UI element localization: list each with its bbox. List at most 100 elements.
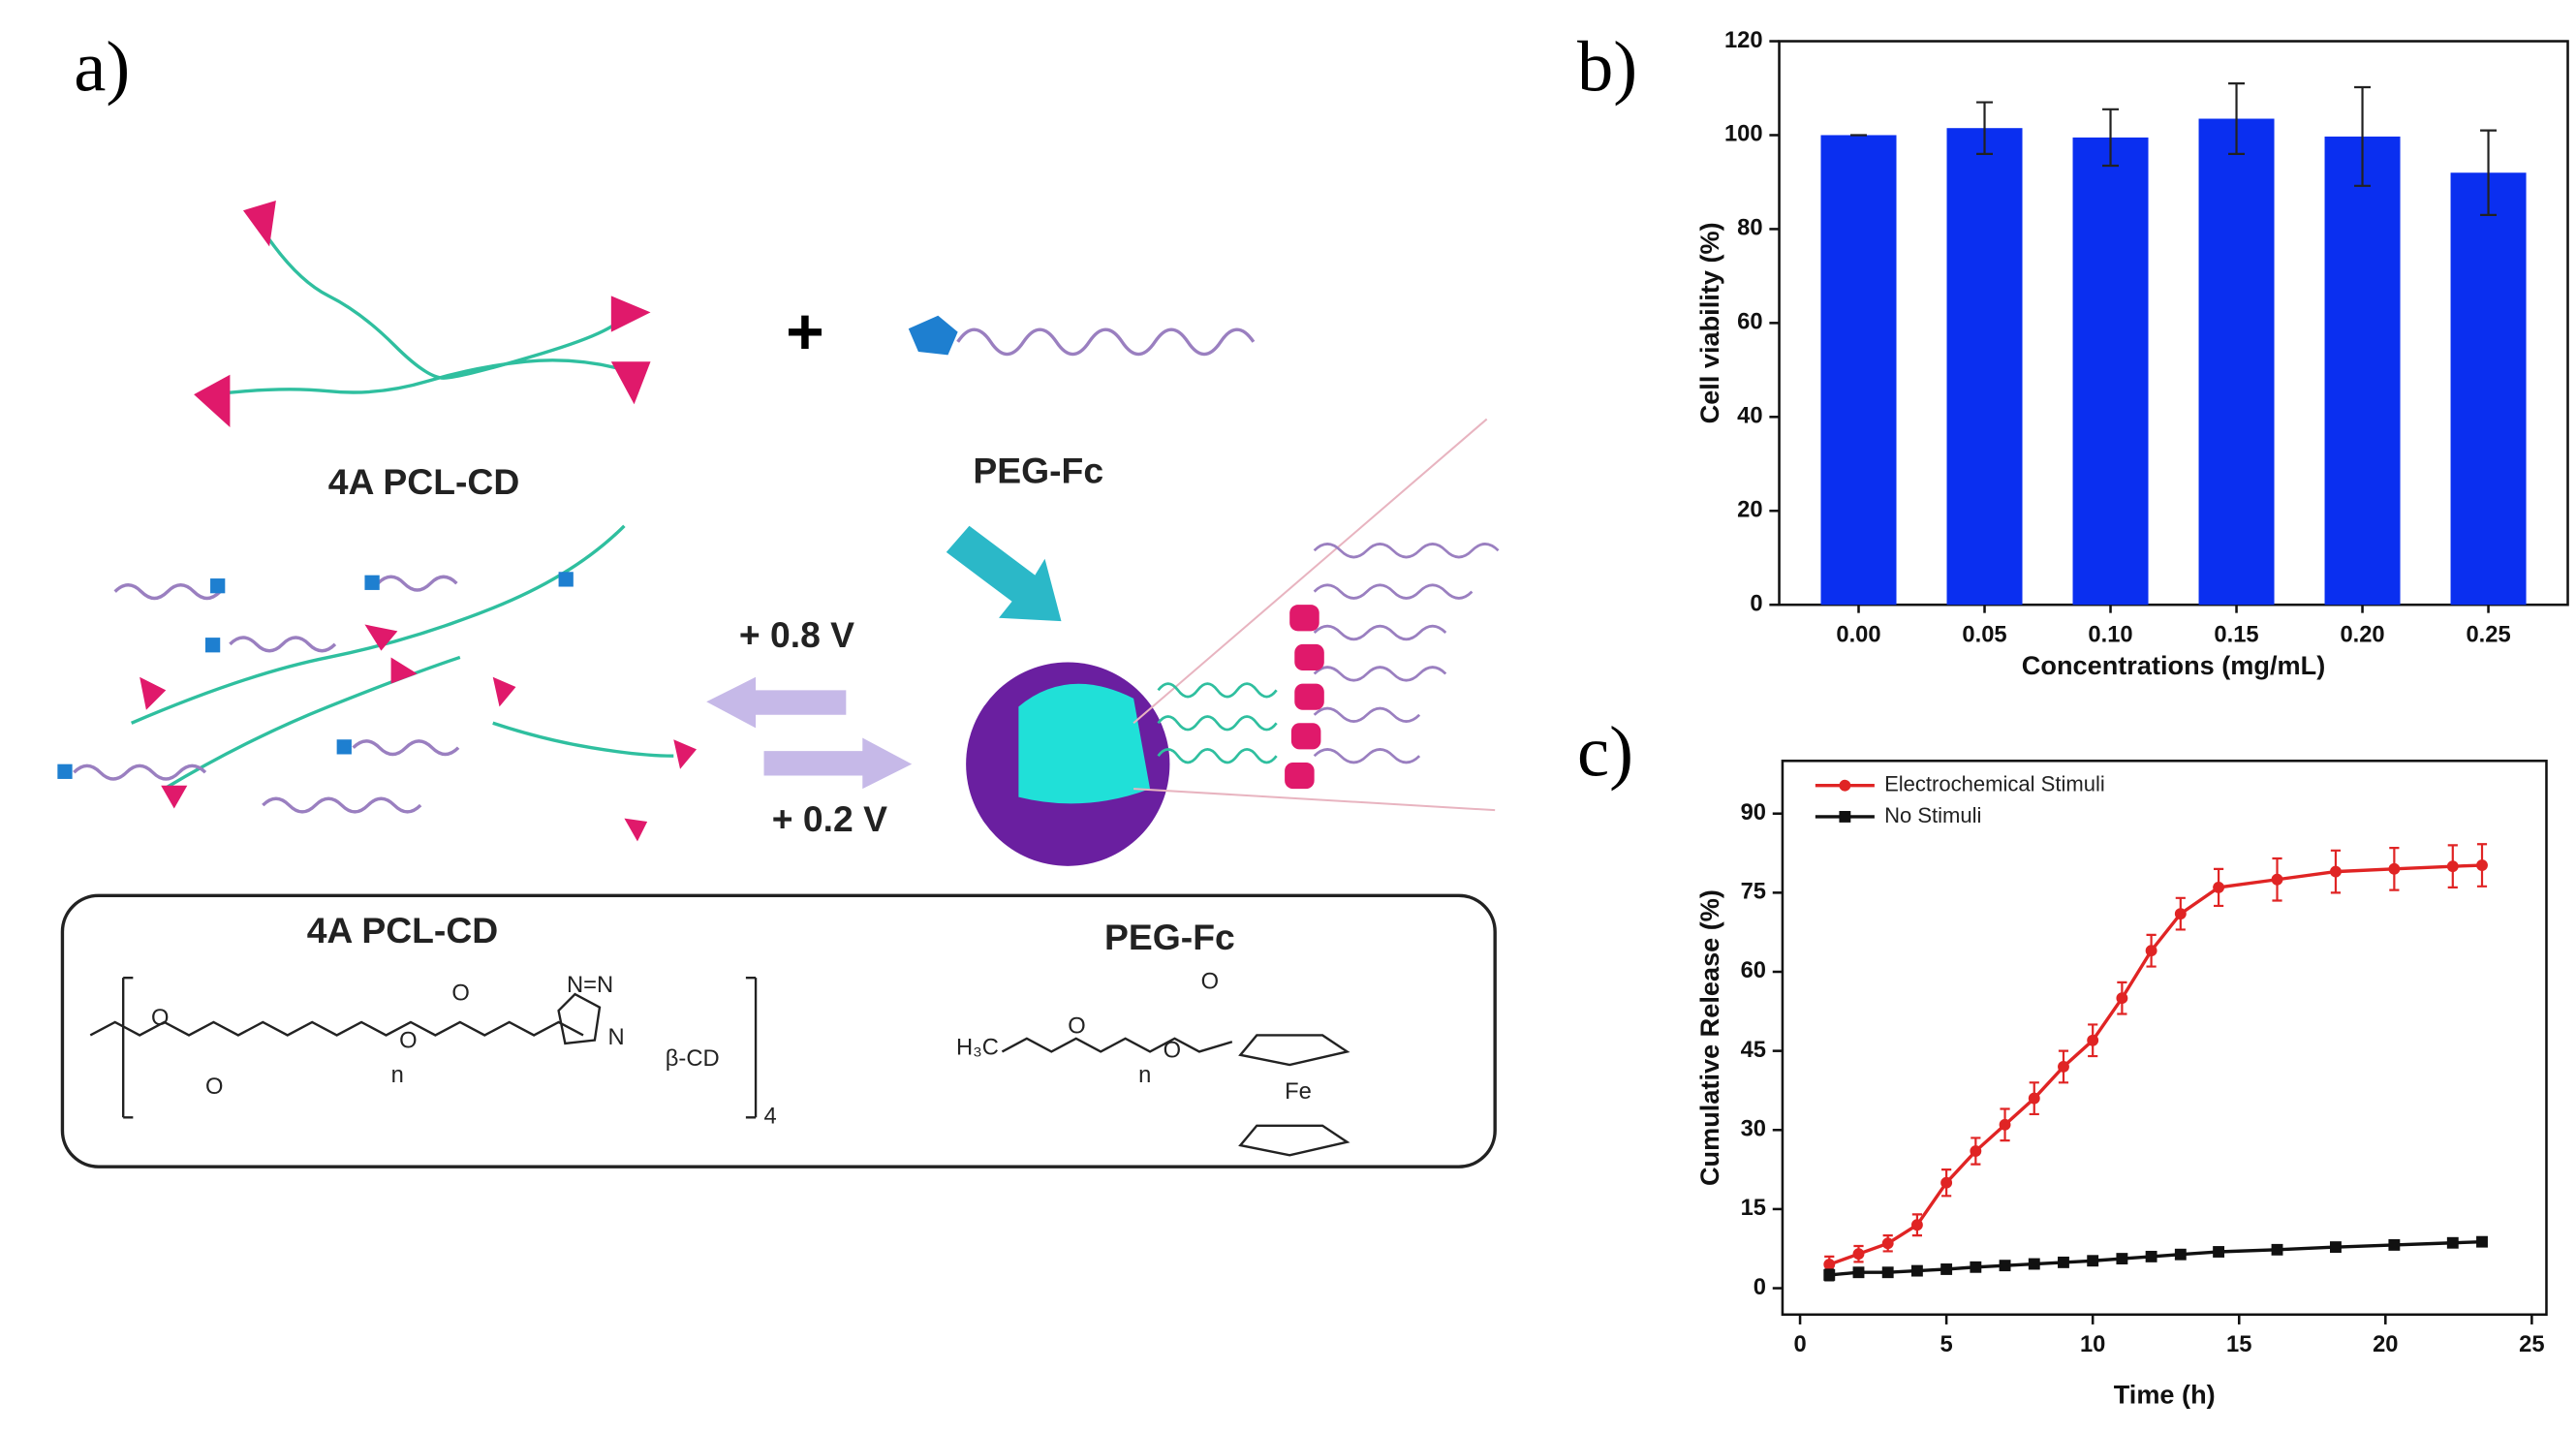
atom: O — [1201, 969, 1219, 994]
chain — [1313, 624, 1447, 641]
error-bar — [2480, 129, 2498, 216]
legend-marker — [1839, 779, 1851, 792]
marker — [1852, 1248, 1865, 1261]
chain — [130, 524, 626, 725]
dispersed-chains — [73, 524, 674, 814]
chain — [352, 739, 460, 757]
error-bar-line — [2102, 108, 2120, 168]
y-tick-label: 80 — [1737, 216, 1762, 241]
chain — [492, 721, 674, 758]
chain — [213, 358, 625, 396]
cone — [194, 374, 231, 428]
marker — [1910, 1219, 1923, 1231]
marker — [2476, 1235, 2488, 1248]
y-tick-label: 100 — [1724, 122, 1763, 147]
x-tick-label: 25 — [2519, 1332, 2544, 1357]
cone — [161, 785, 188, 809]
chain — [113, 583, 222, 601]
arrow — [946, 525, 1062, 622]
subscript: 4 — [764, 1105, 777, 1130]
x-tick-label: 20 — [2373, 1332, 2398, 1357]
arrow — [706, 676, 847, 729]
fc-icon — [364, 575, 380, 590]
marker — [1999, 1118, 2011, 1131]
x-tick-label: 10 — [2080, 1332, 2105, 1357]
x-axis-title: Time (h) — [2114, 1380, 2216, 1410]
label: 4A PCL-CD — [328, 461, 520, 502]
voltage-label: + 0.8 V — [739, 614, 854, 655]
panel-label: b) — [1577, 28, 1637, 108]
fc-icon — [558, 572, 574, 587]
fc-icon — [204, 638, 221, 653]
atom: O — [399, 1029, 417, 1054]
chain — [73, 763, 207, 781]
marker — [2087, 1255, 2099, 1267]
legend-label: No Stimuli — [1884, 803, 1981, 827]
plot-frame — [1781, 760, 2548, 1317]
y-axis-title: Cumulative Release (%) — [1694, 889, 1724, 1186]
atom: N=N — [567, 973, 613, 998]
marker — [2446, 1236, 2459, 1249]
fc-icon — [210, 578, 226, 594]
chain — [1157, 715, 1278, 732]
atom: H₃C — [956, 1035, 999, 1060]
panel-label: c) — [1577, 713, 1633, 793]
zoom-cones — [1285, 605, 1324, 790]
chain — [262, 796, 422, 814]
micelle-core — [1018, 683, 1151, 804]
marker — [1823, 1269, 1836, 1281]
marker — [2058, 1256, 2069, 1268]
x-tick-label: 0.20 — [2340, 623, 2384, 648]
y-tick-label: 90 — [1741, 800, 1766, 826]
chain — [1313, 748, 1421, 764]
marker — [1823, 1259, 1836, 1270]
y-tick-label: 45 — [1741, 1038, 1766, 1063]
cone — [610, 361, 651, 405]
x-tick-label: 5 — [1940, 1332, 1953, 1357]
marker — [2213, 1246, 2225, 1258]
atom: O — [205, 1075, 223, 1100]
schematic: a) 4A PCL-CD + PEG-Fc — [57, 28, 1500, 1168]
cone — [624, 818, 648, 842]
subscript: n — [1138, 1063, 1151, 1088]
panel-label: a) — [74, 28, 130, 108]
fc-icon — [336, 739, 352, 755]
atom: O — [451, 981, 469, 1006]
atom: N — [607, 1025, 624, 1050]
fc-icons — [57, 572, 574, 779]
atom: O — [151, 1006, 169, 1031]
error-bar-line — [2354, 85, 2372, 187]
error-bar — [2354, 85, 2372, 187]
formula-bonds — [89, 976, 1350, 1157]
y-tick-label: 40 — [1737, 404, 1762, 429]
cd-cones — [140, 624, 698, 842]
cp-rings — [1238, 1034, 1350, 1157]
error-bar-line — [2228, 82, 2246, 155]
chain — [1313, 543, 1500, 559]
cone — [1289, 605, 1319, 632]
marker — [1910, 1264, 1923, 1277]
chain — [1313, 666, 1447, 682]
cone — [673, 739, 698, 769]
atom: Fe — [1285, 1079, 1312, 1105]
atom: O — [1068, 1013, 1085, 1039]
formula-box — [60, 893, 1497, 1168]
marker — [2271, 1243, 2283, 1256]
x-tick-label: 0.15 — [2214, 623, 2258, 648]
marker — [2116, 992, 2128, 1005]
x-tick-label: 15 — [2226, 1332, 2251, 1357]
marker — [2028, 1092, 2040, 1105]
x-tick-label: 0 — [1793, 1332, 1806, 1357]
x-tick-label: 0.00 — [1836, 623, 1880, 648]
marker — [2388, 862, 2401, 875]
label: PEG-Fc — [973, 450, 1103, 490]
zoom-lines — [1133, 418, 1496, 812]
legend-marker — [1839, 811, 1851, 823]
cone — [492, 676, 516, 707]
marker — [1970, 1145, 1982, 1157]
chain — [1313, 706, 1421, 723]
voltage-label: + 0.2 V — [772, 798, 887, 839]
x-axis-title: Concentrations (mg/mL) — [2022, 650, 2325, 680]
cone — [1294, 643, 1324, 671]
